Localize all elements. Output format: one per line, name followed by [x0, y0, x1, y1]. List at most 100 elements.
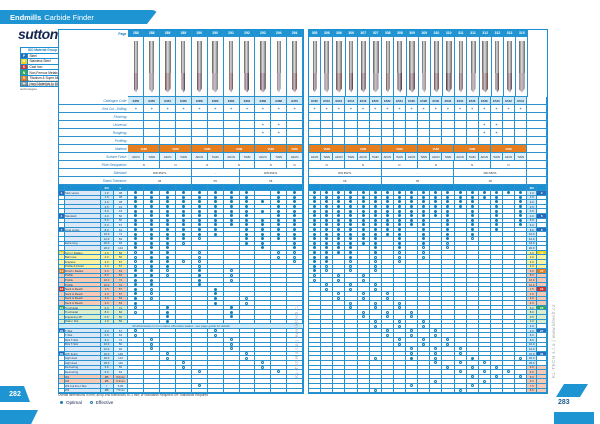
rating-cell	[490, 282, 503, 288]
rating-cell	[239, 227, 256, 233]
rating-cell	[418, 287, 431, 293]
spec-row: Profiling	[59, 137, 304, 145]
optimal-dot-icon	[519, 209, 523, 213]
rating-cell	[144, 388, 161, 394]
rating-cell	[381, 379, 394, 384]
rating-cell	[515, 338, 528, 343]
rating-cell	[176, 338, 192, 343]
spec-cell	[369, 137, 382, 145]
spec-cell	[255, 113, 272, 121]
page-banner: Endmills Carbide Finder	[0, 10, 158, 24]
endmill-image	[128, 37, 145, 97]
rating-cell	[466, 301, 479, 306]
rating-cell	[393, 255, 406, 260]
rating-cell	[454, 200, 467, 205]
rating-cell	[478, 241, 491, 247]
rating-cell	[466, 264, 479, 270]
rating-cell	[381, 319, 394, 325]
rating-cell	[515, 360, 528, 366]
rating-cell	[128, 360, 145, 366]
rating-cell	[128, 328, 145, 334]
rating-cell	[128, 338, 145, 343]
rating-cell	[430, 204, 443, 210]
optimal-dot-icon	[150, 214, 154, 218]
table-row: Ball nose 2.0 50	[59, 255, 304, 260]
group-chip-cell	[59, 342, 65, 348]
spec-cell: E362	[223, 97, 240, 105]
rating-cell	[160, 310, 177, 316]
spec-cell: VHM	[287, 145, 303, 153]
matrix-header-cell: Ød	[527, 185, 538, 191]
rating-cell	[333, 356, 346, 361]
spec-cell: N	[287, 161, 303, 169]
spec-cell: +	[271, 129, 288, 137]
rating-cell	[393, 383, 406, 389]
rating-cell	[207, 301, 224, 306]
optimal-dot-icon	[446, 209, 450, 213]
rating-cell	[478, 301, 491, 306]
application-label-cell	[64, 232, 101, 237]
rating-cell	[287, 356, 304, 361]
spec-cell	[309, 137, 322, 145]
page-number-cell: 307	[369, 30, 383, 37]
rating-cell	[430, 301, 443, 306]
optimal-dot-icon	[325, 205, 329, 209]
rating-cell	[287, 209, 304, 214]
rating-cell	[191, 319, 208, 325]
effective-dot-icon	[197, 384, 201, 388]
rating-cell	[381, 264, 394, 270]
table-row: 10.0	[309, 232, 548, 237]
diameter-cell: 2.0	[527, 200, 538, 205]
rating-cell	[207, 374, 224, 380]
spec-cell	[503, 129, 516, 137]
spec-cell: E366	[255, 97, 272, 105]
spec-cell: AlCrN	[160, 153, 177, 161]
rating-cell	[490, 370, 503, 375]
rating-cell	[287, 282, 304, 288]
table-row: 2.5 43	[59, 204, 304, 210]
endmill-shank	[133, 40, 138, 73]
effective-dot-icon	[134, 310, 138, 314]
optimal-dot-icon	[134, 287, 138, 291]
rating-cell	[223, 305, 240, 311]
rating-cell	[345, 273, 358, 279]
optimal-dot-icon	[349, 237, 353, 241]
rating-cell	[287, 328, 304, 334]
rating-cell	[321, 328, 334, 334]
endmill-flutes	[292, 72, 298, 93]
rating-cell	[418, 241, 431, 247]
spec-cell	[369, 121, 382, 129]
spec-cell: AlCrN	[255, 153, 272, 161]
rating-cell	[357, 209, 370, 214]
optimal-dot-icon	[446, 214, 450, 218]
rating-cell	[207, 255, 224, 260]
optimal-dot-icon	[337, 191, 341, 195]
rating-cell	[309, 310, 322, 316]
rating-cell	[223, 347, 240, 352]
optimal-dot-icon	[197, 214, 201, 218]
rating-cell	[176, 278, 192, 283]
legend-optimal-label: Optimal	[66, 400, 82, 405]
application-label-cell: Finish / Radius	[64, 269, 101, 274]
spec-row-label: Standard	[59, 169, 129, 177]
application-label-cell: Neck & Reach	[64, 301, 101, 306]
rating-cell	[333, 191, 346, 196]
spec-cell	[406, 137, 419, 145]
optimal-dot-icon	[519, 200, 523, 204]
rating-cell	[191, 264, 208, 270]
diameter-cell: 4.0	[100, 328, 114, 334]
rating-cell	[442, 269, 455, 274]
spec-cell: E514	[345, 97, 358, 105]
rating-cell	[309, 191, 322, 196]
rating-cell	[478, 365, 491, 371]
rating-cell	[333, 218, 346, 224]
table-row: 18 Neck & Reach 1.5 57	[59, 287, 304, 293]
rating-cell	[239, 351, 256, 357]
rating-cell	[287, 218, 304, 224]
rating-cell	[321, 236, 334, 242]
spec-cell: VHM	[381, 145, 419, 153]
rating-cell	[454, 315, 467, 320]
optimal-dot-icon	[349, 205, 353, 209]
rating-cell	[430, 278, 443, 283]
spec-cell	[406, 113, 419, 121]
